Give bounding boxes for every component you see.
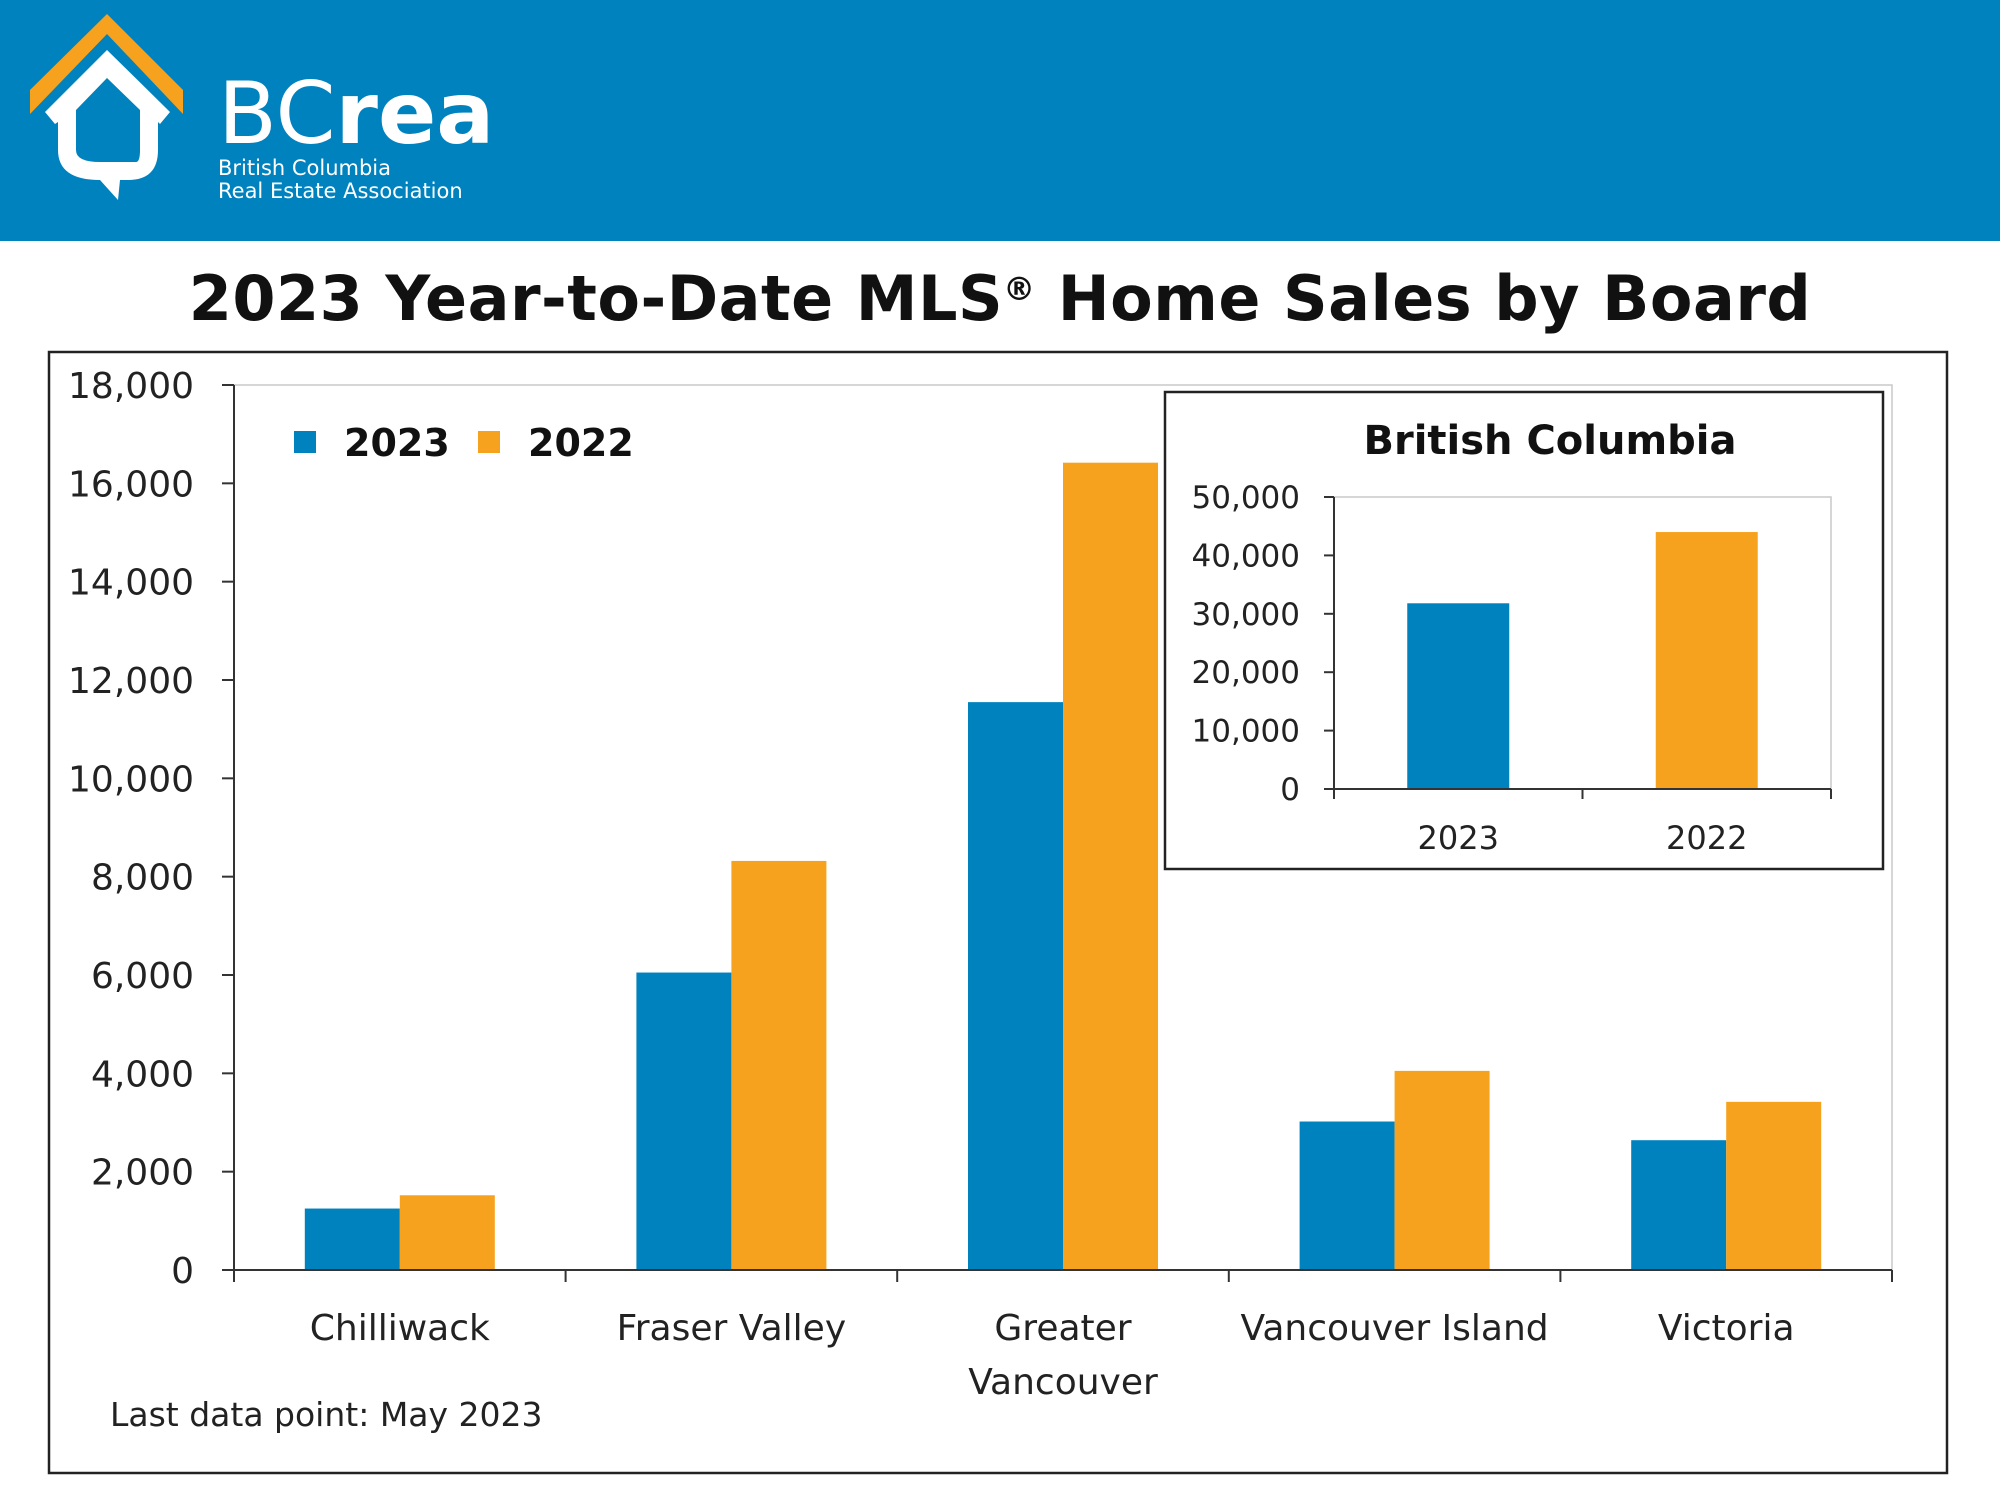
inset-y-tick-label: 30,000 [1192, 597, 1300, 633]
bar-2023-vancouver-island [1299, 1121, 1395, 1270]
inset-y-tick-label: 0 [1280, 772, 1300, 808]
bar-2022-chilliwack [399, 1195, 495, 1270]
inset-x-tick-label: 2023 [1418, 819, 1499, 857]
logo-tagline-2: Real Estate Association [218, 179, 463, 203]
bar-2022-vancouver-island [1394, 1070, 1490, 1270]
bar-2022-greater-vancouver [1063, 462, 1158, 1270]
inset-chart: British Columbia 2023 2022 0 10,000 20,000 30… [1163, 390, 1885, 871]
main-legend: 2023 2022 [294, 421, 634, 465]
y-tick-label: 2,000 [91, 1153, 194, 1194]
y-tick-label: 6,000 [91, 956, 194, 997]
y-tick-label: 12,000 [68, 661, 194, 702]
legend-swatch-2022 [478, 431, 500, 453]
inset-bars [1407, 532, 1758, 789]
header-banner: BCrea British Columbia Real Estate Assoc… [0, 0, 2000, 241]
inset-y-tick-label: 10,000 [1192, 714, 1300, 750]
x-tick-label: Victoria [1658, 1308, 1795, 1349]
inset-y-tick-label: 20,000 [1192, 655, 1300, 691]
logo-rea: rea [336, 64, 495, 164]
title-rest: Home Sales by Board [1035, 262, 1812, 335]
bar-2023-victoria [1631, 1140, 1727, 1270]
logo-tagline-1: British Columbia [218, 156, 391, 180]
x-tick-label: Vancouver Island [1241, 1308, 1549, 1349]
x-tick-label-line: Vancouver [968, 1362, 1158, 1403]
legend-label-2022: 2022 [528, 421, 634, 465]
bar-2023-chilliwack [304, 1208, 400, 1270]
main-axes: Chilliwack Fraser Valley Greater Vancouver V… [68, 366, 1893, 1403]
x-tick-label: Fraser Valley [617, 1308, 846, 1349]
logo-house-icon [45, 50, 170, 200]
inset-y-tick-label: 50,000 [1192, 480, 1300, 516]
bcrea-logo: BCrea British Columbia Real Estate Assoc… [30, 14, 494, 203]
x-tick-label-line: Greater [994, 1308, 1131, 1349]
y-tick-label: 0 [171, 1251, 194, 1292]
inset-y-tick-label: 40,000 [1192, 538, 1300, 574]
x-tick-label: Greater Vancouver [968, 1308, 1158, 1403]
x-tick-label-line: Victoria [1658, 1308, 1795, 1349]
x-tick-label-line: Vancouver Island [1241, 1308, 1549, 1349]
legend-swatch-2023 [294, 431, 316, 453]
inset-bar-2022 [1655, 532, 1758, 789]
inset-bar-2023 [1407, 603, 1510, 789]
logo-roof-icon [30, 14, 183, 114]
y-tick-label: 18,000 [68, 366, 194, 407]
x-tick-label: Chilliwack [310, 1308, 490, 1349]
title-main: 2023 Year-to-Date MLS [188, 262, 1004, 335]
bar-2023-greater-vancouver [968, 702, 1063, 1270]
page-title: 2023 Year-to-Date MLS® Home Sales by Boa… [0, 262, 2000, 335]
x-tick-label-line: Fraser Valley [617, 1308, 846, 1349]
main-bars [304, 462, 1822, 1270]
inset-axes: 2023 2022 0 10,000 20,000 30,000 40,000 50,000 [1192, 480, 1832, 857]
inset-title: British Columbia [1363, 418, 1736, 464]
logo-bc: BC [218, 64, 336, 164]
legend-label-2023: 2023 [344, 421, 450, 465]
inset-x-tick-label: 2022 [1666, 819, 1747, 857]
y-tick-label: 16,000 [68, 464, 194, 505]
chart-frame [47, 350, 1949, 1475]
bar-2022-fraser-valley [731, 860, 827, 1270]
bar-2022-victoria [1726, 1101, 1822, 1270]
y-tick-label: 4,000 [91, 1054, 194, 1095]
logo-wordmark: BCrea [218, 64, 494, 164]
x-tick-label-line: Chilliwack [310, 1308, 490, 1349]
y-tick-label: 10,000 [68, 759, 194, 800]
y-tick-label: 14,000 [68, 563, 194, 604]
title-registered-mark: ® [1003, 270, 1036, 308]
bar-2023-fraser-valley [636, 972, 732, 1270]
footnote: Last data point: May 2023 [110, 1395, 543, 1434]
y-tick-label: 8,000 [91, 858, 194, 899]
